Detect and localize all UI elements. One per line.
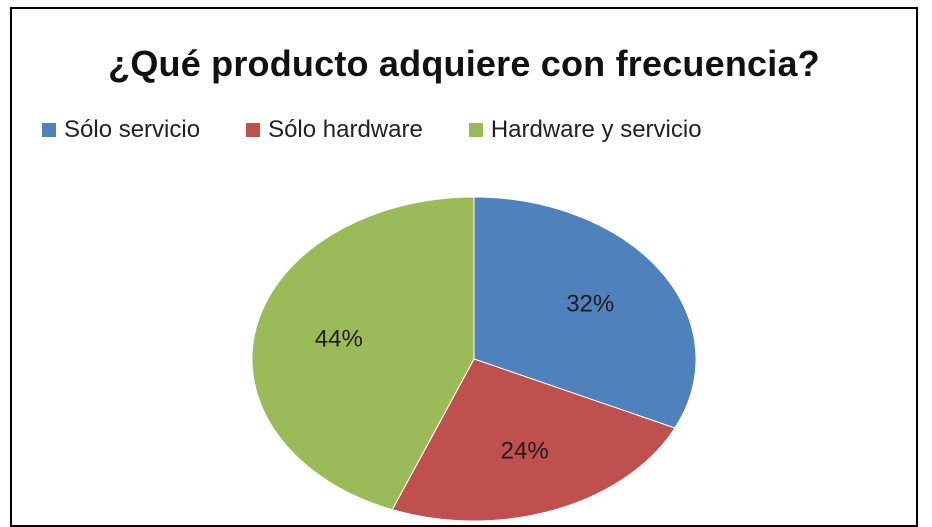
- chart-title: ¿Qué producto adquiere con frecuencia?: [108, 43, 820, 84]
- legend-item-solo-servicio: Sólo servicio: [42, 116, 200, 144]
- pie-label-solo-hardware: 24%: [501, 438, 549, 465]
- legend-label-hardware-y-servicio: Hardware y servicio: [490, 116, 702, 143]
- legend-swatch-solo-servicio: [42, 123, 56, 137]
- legend-label-solo-servicio: Sólo servicio: [64, 116, 201, 143]
- legend-swatch-hardware-y-servicio: [468, 123, 483, 137]
- chart-legend: Sólo servicio Sólo hardware Hardware y s…: [42, 116, 906, 144]
- legend-item-hardware-y-servicio: Hardware y servicio: [468, 116, 702, 144]
- chart-frame: ¿Qué producto adquiere con frecuencia? S…: [10, 7, 918, 527]
- pie-slice-solo-hardware: [391, 358, 676, 522]
- legend-label-solo-hardware: Sólo hardware: [268, 116, 423, 143]
- pie-slice-solo-servicio: [473, 196, 697, 429]
- legend-item-solo-hardware: Sólo hardware: [246, 116, 423, 144]
- legend-swatch-solo-hardware: [246, 123, 261, 137]
- pie-chart: 32% 24% 44%: [251, 196, 697, 522]
- pie-slice-hardware-y-servicio: [251, 196, 475, 511]
- pie-label-solo-servicio: 32%: [566, 291, 614, 318]
- pie-label-hardware-y-servicio: 44%: [315, 326, 363, 353]
